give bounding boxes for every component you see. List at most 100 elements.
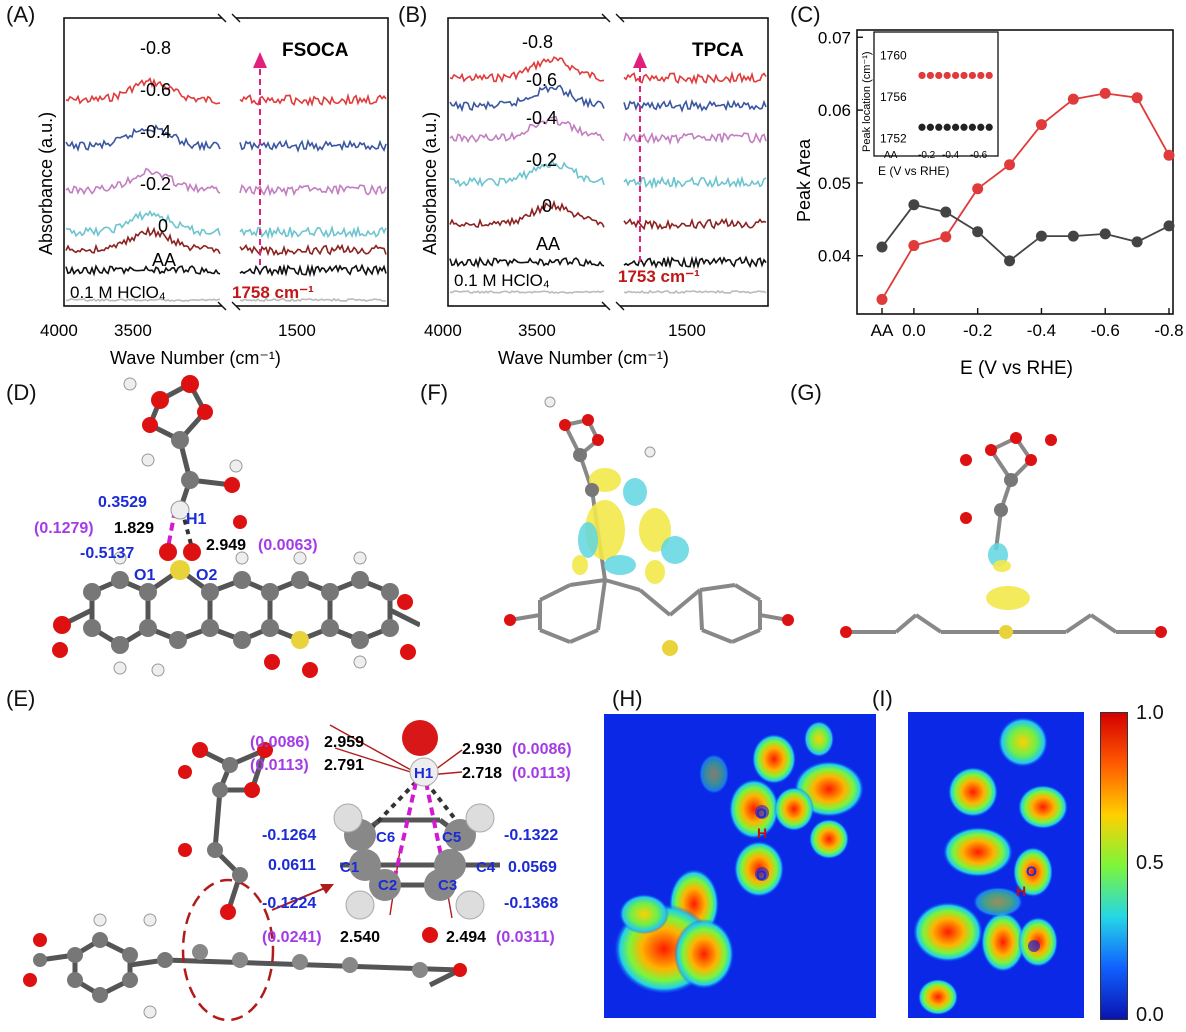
data-point [940,231,952,243]
y-tick-label: 0.07 [818,28,851,47]
ftir-b-trace-label: -0.8 [522,32,553,52]
e-r1: 2.930 [462,741,502,758]
isosurfaces [986,543,1030,610]
inset-point [985,71,993,80]
ftir-b-peak-label: 1753 cm⁻¹ [618,267,700,286]
ftir-trace [65,225,221,255]
ftir-trace [449,290,605,295]
e-q-c1: 0.0611 [268,857,316,874]
inset-frame [873,31,999,157]
e-c1: C1 [340,859,359,876]
ftir-panel-b: TPCA 1753 cm⁻¹ -0.8 -0.6 -0.4 -0.2 0 AA … [420,10,769,368]
panel-label-c: (C) [790,2,821,27]
y-tick-label: 0.04 [818,247,851,266]
ftir-b-peak-arrow [633,52,647,68]
ftir-trace [623,70,767,86]
map-h-h-label: H [757,825,767,841]
data-point [908,240,920,252]
e-c3: C3 [438,877,457,894]
inset-point [960,71,968,80]
ftir-b-trace-label: 0.1 M HClO₄ [454,271,550,290]
ftir-a-xlabel: Wave Number (cm⁻¹) [110,348,281,368]
ftir-trace [65,76,221,105]
e-r2-purple: (0.0113) [512,765,571,782]
inset-point [968,71,976,80]
inset-point [918,71,926,80]
ftir-panel-a: FSOCA 1758 cm⁻¹ -0.8 -0.6 -0.4 -0.2 0 AA… [36,10,389,368]
ftir-trace [239,183,387,198]
d-bond1-purple: (0.1279) [34,520,94,537]
inset-point [968,123,976,131]
ftir-trace [623,255,767,270]
e-c6: C6 [376,829,395,846]
ftir-a-trace-label: -0.2 [140,174,171,194]
panel-label-a: (A) [6,2,36,27]
ftir-a-break-mark [231,301,241,311]
panel-label-e: (E) [6,686,36,711]
ftir-b-trace-label: -0.6 [526,70,557,90]
data-point [1067,230,1079,242]
ftir-b-name: TPCA [692,40,744,61]
inset-y-tick-label: 1752 [880,132,907,146]
ftir-trace [623,131,767,146]
inset-point [926,71,934,80]
ftir-a-trace-label: AA [152,250,176,270]
e-q-c5: -0.1322 [504,827,558,844]
inset-point [985,123,993,131]
series-line-1 [881,203,1170,262]
h-bond-e-c2 [390,781,418,891]
inset-xlabel: E (V vs RHE) [878,164,949,178]
e-c2: C2 [378,877,397,894]
inset-point [960,123,968,131]
y-tick-label: 0.05 [818,174,851,193]
map-i-o-marker [1028,940,1040,952]
inset-y-tick-label: 1760 [880,49,907,63]
x-tick-label: -0.2 [963,321,992,340]
inset-point [952,71,960,80]
e-r2: 2.718 [462,765,502,782]
ftir-trace [65,209,221,238]
ftir-trace [623,217,767,231]
ftir-b-xtick: 1500 [668,321,706,340]
data-point [972,183,984,195]
d-bond1: 1.829 [114,520,154,537]
ftir-a-trace-label: -0.6 [140,80,171,100]
ftir-a-trace-label: -0.4 [140,122,171,142]
h-bond-e-c5 [424,780,472,840]
map-i-o-label: O [1026,863,1037,879]
ftir-b-xlabel: Wave Number (cm⁻¹) [498,348,669,368]
inset-x-tick-label: AA [884,150,898,161]
data-point [1163,220,1175,232]
inset-point [935,123,943,131]
panel-label-f: (F) [420,380,449,405]
e-b-right-purple: (0.0311) [496,929,555,946]
ftir-a-peak-label: 1758 cm⁻¹ [232,283,314,302]
ftir-trace [65,124,221,153]
panel-label-h: (H) [612,686,643,711]
panel-label-i: (I) [872,686,893,711]
ftir-trace [239,263,387,278]
inset-x-tick-label: -0.4 [942,150,960,161]
ftir-a-break-mark [217,13,227,23]
e-l1: 2.959 [324,734,364,751]
colorbar-max: 1.0 [1136,702,1164,724]
ftir-b-trace-label: -0.4 [526,108,557,128]
x-tick-label: -0.6 [1091,321,1120,340]
ftir-b-xtick: 4000 [424,321,462,340]
ftir-a-traces [65,76,387,303]
data-point [972,226,984,238]
d-q-o1: -0.5137 [80,545,134,562]
d-bond2: 2.949 [206,537,246,554]
map-h-blobs [614,721,864,994]
e-c4: C4 [476,859,496,876]
map-h-o-label-2: O [756,867,767,883]
density-map-h: O H O [604,714,876,1018]
chart-c-ylabel: Peak Area [794,138,814,222]
series-line-0 [881,92,1170,300]
inset-point [952,123,960,131]
ftir-trace [65,298,221,303]
d-h1: H1 [186,511,207,528]
ftir-a-break-mask [222,10,236,310]
structure-d-atoms [52,375,416,678]
ftir-b-xtick: 3500 [518,321,556,340]
